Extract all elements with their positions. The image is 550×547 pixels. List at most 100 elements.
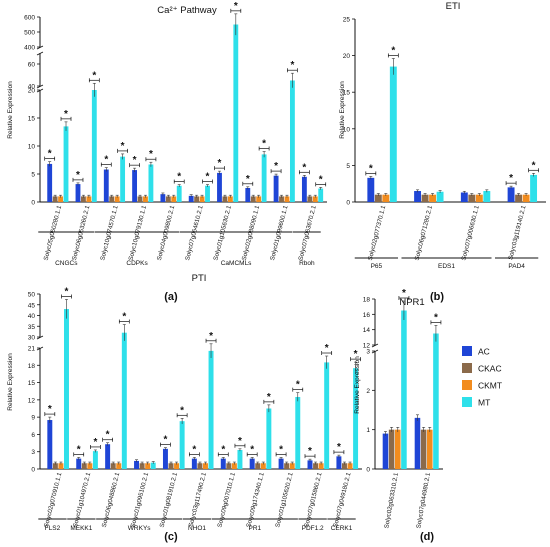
category-label: Solyc04g009800.2.1	[156, 204, 177, 261]
bar-ac	[414, 191, 422, 202]
y-tick-label: 15	[28, 380, 36, 387]
significance-star: *	[267, 392, 271, 403]
significance-star: *	[77, 444, 81, 455]
bar-ac	[301, 176, 307, 202]
y-tick-label: 25	[343, 17, 351, 24]
y-tick-label: 1	[366, 427, 370, 434]
significance-star: *	[434, 312, 438, 323]
bar-ac	[191, 458, 197, 469]
category-label: Solyc02g077370.1.1	[367, 204, 388, 261]
bar-ckmt	[429, 194, 437, 202]
significance-star: *	[48, 149, 52, 160]
bar-ckmt	[312, 196, 318, 202]
bar-ckmt	[171, 196, 177, 202]
y-tick-label: 600	[24, 15, 35, 22]
bar-ac	[273, 175, 279, 202]
bar-mt	[92, 451, 98, 469]
bar-ckac	[420, 429, 427, 469]
bar-ckmt	[116, 463, 122, 469]
bar-ac	[134, 460, 140, 469]
significance-star: *	[509, 173, 513, 184]
significance-star: *	[133, 155, 137, 166]
bar-ckac	[194, 196, 200, 202]
significance-star: *	[104, 155, 108, 166]
bar-ac	[245, 188, 251, 202]
significance-star: *	[391, 45, 395, 56]
bar-ckmt	[58, 463, 64, 469]
significance-star: *	[262, 139, 266, 150]
panel-label: (c)	[164, 531, 178, 543]
bar-ckmt	[318, 463, 324, 469]
panel-label: (b)	[430, 291, 444, 303]
category-label: Solyc07g015860.2.1	[303, 471, 324, 528]
y-tick-label: 0	[31, 200, 35, 207]
y-tick-label: 21	[28, 346, 36, 353]
legend: AC CKAC CKMT MT	[462, 346, 502, 408]
bar-mt	[436, 191, 444, 202]
bar-ac	[47, 420, 53, 469]
chart-title: ETI	[446, 1, 461, 12]
panel-label: (d)	[420, 531, 434, 543]
y-tick-label: 40	[28, 84, 36, 91]
significance-star: *	[121, 141, 125, 152]
y-tick-label: 18	[28, 363, 36, 370]
bar-ckmt	[145, 463, 151, 469]
y-tick-label: 14	[363, 327, 371, 334]
bar-ckac	[284, 463, 290, 469]
y-tick-label: 16	[363, 312, 371, 319]
bar-mt	[91, 90, 97, 202]
bar-ac	[132, 170, 138, 202]
bar-ckmt	[114, 196, 120, 202]
y-tick-label: 3	[366, 349, 370, 356]
bar-ckmt	[347, 463, 353, 469]
category-label: Solyc01g081910.2.1	[159, 471, 180, 528]
y-tick-label: 35	[28, 324, 36, 331]
bar-mt	[318, 188, 324, 202]
bar-ckac	[279, 196, 284, 202]
bar-ac	[336, 456, 342, 469]
significance-star: *	[246, 174, 250, 185]
significance-star: *	[234, 1, 238, 12]
category-label: Solyc05g050280.1.1	[43, 204, 64, 261]
category-label: Solyc09g174340.1.1	[245, 471, 266, 528]
y-tick-label: 40	[28, 313, 36, 320]
bar-ckac	[388, 429, 395, 469]
significance-star: *	[177, 172, 181, 183]
category-label: Solyc06g071280.2.1	[414, 204, 435, 261]
bar-ckmt	[475, 194, 483, 202]
category-label: Solyc07g063670.2.1	[297, 204, 318, 261]
y-axis-label: Relative Expression	[7, 353, 14, 411]
legend-label: CKMT	[478, 381, 502, 391]
bar-ac	[507, 187, 515, 202]
bar-ckmt	[260, 463, 266, 469]
bar-ckmt	[203, 463, 208, 469]
bar-ckmt	[87, 463, 93, 469]
category-label: Solyc03g119140.2.1	[507, 204, 527, 261]
bar-ckac	[81, 463, 87, 469]
category-label: Solyc10g074570.1.1	[99, 204, 120, 261]
bar-ckac	[52, 196, 58, 202]
bar-mt	[63, 126, 69, 202]
group-label: MEKK1	[70, 525, 92, 532]
significance-star: *	[122, 312, 126, 323]
bar-mt	[295, 396, 301, 469]
significance-star: *	[192, 444, 196, 455]
bar-ckac	[250, 196, 256, 202]
bar-mt	[64, 309, 69, 469]
y-tick-label: 5	[31, 172, 35, 179]
bar-ckmt	[199, 196, 205, 202]
y-tick-label: 0	[346, 200, 350, 207]
y-tick-label: 45	[28, 302, 36, 309]
significance-star: *	[319, 174, 323, 185]
bar-ckac	[515, 194, 523, 202]
significance-star: *	[296, 380, 300, 391]
bar-ac	[382, 433, 389, 469]
category-label: Solyc02g063310.2.1	[383, 472, 400, 529]
legend-label: MT	[478, 398, 490, 408]
group-label: EDS1	[438, 263, 455, 270]
bar-mt	[208, 350, 214, 469]
bar-mt	[401, 310, 407, 469]
axis-break-mark	[36, 335, 44, 340]
y-tick-label: 15	[28, 116, 36, 123]
